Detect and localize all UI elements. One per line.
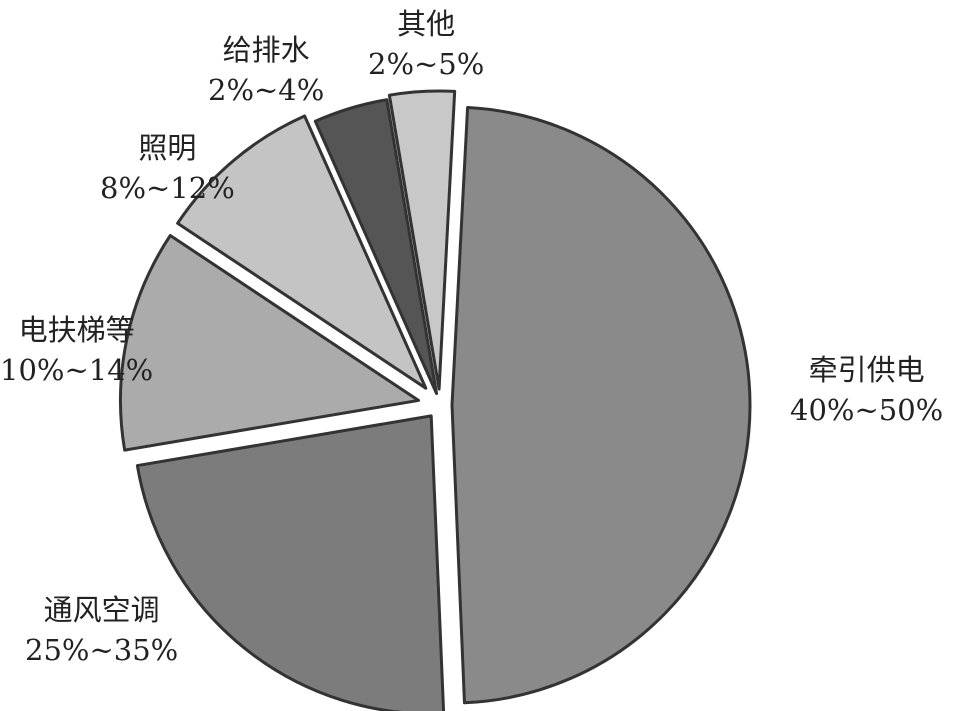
label-range: 2%~4% bbox=[208, 73, 325, 107]
label-lighting: 照明 8%~12% bbox=[100, 128, 235, 208]
label-escalator: 电扶梯等 10%~14% bbox=[0, 310, 153, 390]
label-range: 8%~12% bbox=[100, 171, 235, 205]
label-range: 2%~5% bbox=[368, 47, 485, 81]
pie-slice-0 bbox=[450, 105, 752, 705]
label-name: 通风空调 bbox=[43, 593, 160, 627]
pie-slice-5 bbox=[387, 89, 457, 391]
label-name: 照明 bbox=[138, 131, 197, 165]
label-name: 给排水 bbox=[222, 33, 310, 67]
label-name: 电扶梯等 bbox=[18, 313, 135, 347]
label-other: 其他 2%~5% bbox=[368, 4, 484, 84]
label-range: 40%~50% bbox=[790, 393, 944, 427]
label-range: 25%~35% bbox=[25, 633, 179, 667]
label-water: 给排水 2%~4% bbox=[208, 30, 324, 110]
pie-slice-4 bbox=[313, 98, 439, 396]
pie-slice-1 bbox=[135, 414, 446, 711]
pie-slice-3 bbox=[176, 114, 428, 390]
label-traction: 牵引供电 40%~50% bbox=[790, 350, 943, 430]
pie-slice-2 bbox=[119, 234, 420, 452]
label-name: 牵引供电 bbox=[808, 353, 925, 387]
label-name: 其他 bbox=[397, 7, 456, 41]
label-hvac: 通风空调 25%~35% bbox=[25, 590, 178, 670]
label-range: 10%~14% bbox=[0, 353, 154, 387]
